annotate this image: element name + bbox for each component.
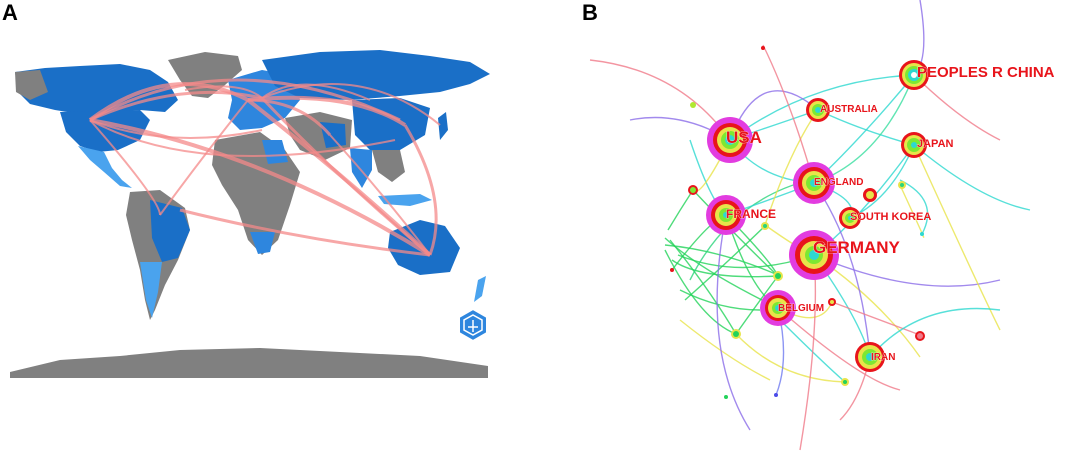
node-england[interactable] bbox=[793, 162, 835, 204]
world-map-panel bbox=[0, 0, 520, 451]
mexico bbox=[78, 146, 132, 188]
usa-land bbox=[60, 110, 150, 152]
node-germany[interactable] bbox=[789, 230, 839, 280]
iran-land bbox=[320, 122, 346, 148]
russia bbox=[262, 50, 490, 100]
node-usa[interactable] bbox=[707, 117, 753, 163]
collaboration-links bbox=[88, 78, 441, 257]
world-map bbox=[10, 50, 490, 378]
label-belgium: BELGIUM bbox=[778, 303, 824, 314]
label-germany: GERMANY bbox=[813, 238, 901, 257]
node-france[interactable] bbox=[706, 195, 746, 235]
node-peoples-r-china[interactable] bbox=[899, 60, 929, 90]
panel-a-letter: A bbox=[2, 0, 18, 25]
argentina bbox=[140, 262, 162, 318]
label-peoples-r-china: PEOPLES R CHINA bbox=[917, 64, 1055, 81]
japan-land bbox=[438, 112, 448, 140]
label-australia: AUSTRALIA bbox=[820, 104, 878, 115]
egypt bbox=[262, 140, 288, 164]
node-south-korea[interactable] bbox=[839, 207, 861, 229]
antarctica bbox=[10, 348, 488, 378]
label-england: ENGLAND bbox=[814, 177, 863, 188]
greenland bbox=[168, 52, 242, 98]
label-france: FRANCE bbox=[726, 207, 776, 221]
india bbox=[350, 148, 372, 188]
alaska bbox=[15, 70, 48, 100]
country-network: PEOPLES R CHINA USA AUSTRALIA JAPAN ENGL… bbox=[589, 0, 1055, 451]
label-south-korea: SOUTH KOREA bbox=[850, 211, 931, 223]
small-nodes bbox=[670, 46, 925, 399]
new-zealand bbox=[474, 276, 486, 302]
label-usa: USA bbox=[726, 128, 762, 147]
country-network-panel: PEOPLES R CHINA USA AUSTRALIA JAPAN ENGL… bbox=[560, 0, 1065, 451]
node-australia[interactable] bbox=[806, 98, 830, 122]
indonesia bbox=[378, 194, 432, 206]
node-belgium[interactable] bbox=[760, 290, 796, 326]
label-iran: IRAN bbox=[871, 352, 895, 363]
south-africa bbox=[250, 232, 275, 254]
panel-b-letter: B bbox=[582, 0, 598, 25]
southeast-asia bbox=[372, 150, 405, 182]
node-iran[interactable] bbox=[855, 342, 885, 372]
brazil bbox=[150, 200, 190, 262]
label-japan: JAPAN bbox=[917, 138, 954, 150]
node-japan[interactable] bbox=[901, 132, 927, 158]
hexagon-badge-icon bbox=[458, 307, 488, 343]
